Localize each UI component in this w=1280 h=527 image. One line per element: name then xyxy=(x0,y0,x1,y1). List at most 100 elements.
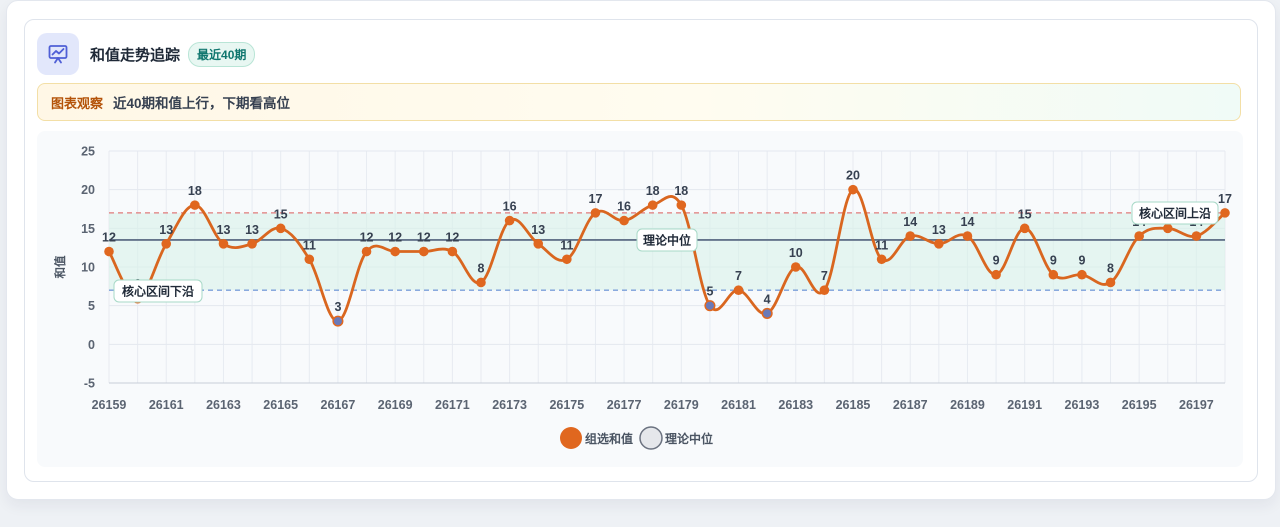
insight-text: 近40期和值上行，下期看高位 xyxy=(113,96,291,111)
sum-point xyxy=(590,208,601,218)
insight-label: 图表观察 xyxy=(51,95,104,111)
sum-point xyxy=(676,200,687,210)
data-label: 14 xyxy=(903,215,917,229)
sum-point xyxy=(1077,269,1087,280)
sum-point xyxy=(991,269,1001,280)
card-title: 和值走势追踪 xyxy=(90,46,181,64)
sum-point xyxy=(1105,277,1116,288)
x-tick-label: 26187 xyxy=(893,398,928,412)
sum-point xyxy=(1220,208,1230,218)
data-label: 11 xyxy=(875,238,888,252)
data-label: 11 xyxy=(560,238,573,252)
sum-series-line xyxy=(107,188,1226,323)
y-tick-label: 15 xyxy=(81,222,95,236)
data-label: 8 xyxy=(1107,261,1114,275)
x-tick-label: 26183 xyxy=(778,398,813,412)
sum-point xyxy=(361,246,372,257)
sum-point xyxy=(733,285,744,296)
sum-point xyxy=(533,239,544,249)
x-tick-label: 26159 xyxy=(92,398,127,412)
card-header: 和值走势追踪 最近40期 xyxy=(37,32,256,76)
sum-point xyxy=(418,246,429,257)
data-label: 13 xyxy=(217,223,231,237)
chart-line-icon xyxy=(37,33,79,75)
sum-point xyxy=(848,184,858,195)
legend-marker-sum xyxy=(560,427,582,449)
sum-point xyxy=(905,231,916,241)
x-tick-label: 26185 xyxy=(836,398,871,412)
sum-point xyxy=(761,307,773,319)
data-label: 4 xyxy=(764,292,771,306)
sum-point xyxy=(275,223,286,234)
sum-point xyxy=(647,200,658,210)
period-badge: 最近40期 xyxy=(188,41,256,67)
x-tick-label: 26167 xyxy=(321,398,356,412)
y-tick-label: 20 xyxy=(81,183,95,197)
y-tick-label: 25 xyxy=(81,145,95,159)
data-label: 9 xyxy=(993,254,1000,268)
data-label: 16 xyxy=(503,200,517,214)
x-tick-label: 26179 xyxy=(664,398,699,412)
sum-point xyxy=(562,254,572,265)
data-label: 7 xyxy=(821,269,828,283)
x-tick-label: 26189 xyxy=(950,398,985,412)
legend-marker-median xyxy=(639,426,663,450)
y-axis-label: 和值 xyxy=(53,255,67,278)
data-label: 13 xyxy=(245,223,259,237)
band-lower-callout: 核心区间下沿 xyxy=(122,284,194,299)
x-tick-label: 26181 xyxy=(721,398,756,412)
sum-point xyxy=(1191,231,1202,241)
data-label: 5 xyxy=(706,285,713,299)
sum-point xyxy=(390,246,400,257)
insight-banner: 图表观察 近40期和值上行，下期看高位 xyxy=(37,83,1241,121)
data-label: 10 xyxy=(789,246,803,260)
data-label: 15 xyxy=(274,207,288,221)
x-tick-label: 26197 xyxy=(1179,398,1214,412)
chart-panel xyxy=(37,131,1243,467)
data-label: 18 xyxy=(646,184,660,198)
legend-label-sum: 组选和值 xyxy=(585,431,633,446)
data-label: 8 xyxy=(478,261,485,275)
data-label: 3 xyxy=(334,300,341,314)
sum-point xyxy=(934,239,944,249)
x-tick-label: 26195 xyxy=(1122,398,1157,412)
sum-point xyxy=(790,262,801,272)
sum-point xyxy=(1019,223,1030,234)
sum-point xyxy=(962,231,973,241)
sum-point xyxy=(619,215,629,226)
x-tick-label: 26163 xyxy=(206,398,241,412)
band-upper-callout: 核心区间上沿 xyxy=(1139,206,1211,221)
x-tick-label: 26173 xyxy=(492,398,527,412)
sum-point xyxy=(476,277,486,288)
sum-point xyxy=(190,200,200,210)
x-tick-label: 26193 xyxy=(1065,398,1100,412)
data-label: 9 xyxy=(1078,254,1085,268)
data-label: 16 xyxy=(617,200,631,214)
sum-point xyxy=(247,239,257,249)
median-callout-box xyxy=(636,228,698,252)
sum-point xyxy=(1162,223,1173,234)
legend-label-median: 理论中位 xyxy=(665,431,713,446)
data-label: 18 xyxy=(188,184,202,198)
data-label: 12 xyxy=(102,231,116,245)
data-label: 15 xyxy=(1018,207,1032,221)
sum-point xyxy=(161,239,172,249)
data-label: 13 xyxy=(932,223,946,237)
x-tick-label: 26165 xyxy=(263,398,298,412)
sum-point xyxy=(704,300,716,312)
data-label: 11 xyxy=(303,238,316,252)
x-tick-label: 26169 xyxy=(378,398,413,412)
band-upper-callout-box xyxy=(1131,201,1219,225)
sum-point xyxy=(1134,231,1144,241)
data-label: 17 xyxy=(1218,192,1232,206)
data-label: 14 xyxy=(961,215,975,229)
data-label: 18 xyxy=(674,184,688,198)
data-label: 12 xyxy=(417,231,431,245)
x-tick-label: 26171 xyxy=(435,398,470,412)
sum-point xyxy=(504,215,515,226)
x-tick-label: 26161 xyxy=(149,398,184,412)
y-tick-label: 10 xyxy=(81,261,95,275)
data-label: 13 xyxy=(531,223,545,237)
sum-point xyxy=(104,246,114,257)
sum-point xyxy=(332,315,344,327)
